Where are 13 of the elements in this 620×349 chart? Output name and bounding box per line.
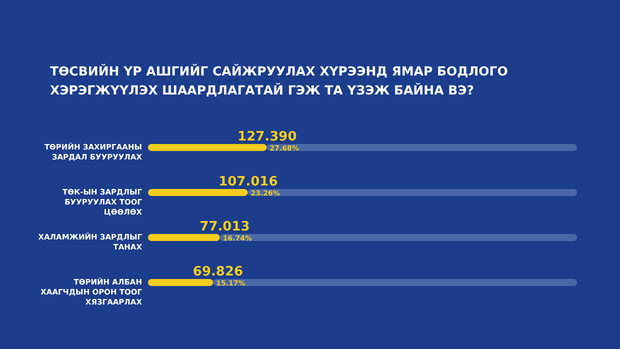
- bar: [148, 234, 220, 241]
- bar: [213, 279, 577, 286]
- chart-title: ТӨСВИЙН ҮР АШГИЙГ САЙЖРУУЛАХ ХҮРЭЭНД ЯМАР БОДЛОГО ХЭРЭГЖҮҮЛЭХ ШААРДЛАГАТАЙ ГЭЖ ТА ҮЗЭЖ БАЙНА ВЭ?: [50, 64, 508, 98]
- bar: [248, 189, 577, 196]
- annotation: 77.013: [200, 220, 250, 234]
- bar: [266, 144, 577, 151]
- annotation: 107.016: [218, 174, 278, 190]
- bar: [148, 279, 214, 286]
- annotation: 127.390: [238, 130, 297, 144]
- bar: [148, 189, 248, 196]
- bar: [220, 234, 577, 241]
- bar: [148, 144, 267, 151]
- annotation: 69.826: [192, 264, 244, 280]
